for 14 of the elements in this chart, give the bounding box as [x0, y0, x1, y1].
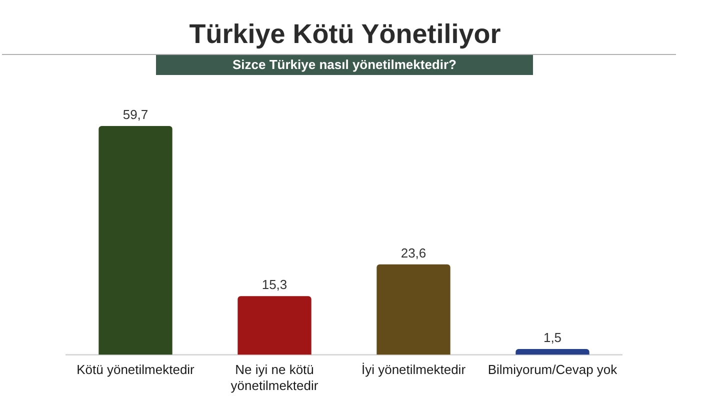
bar [238, 296, 312, 355]
chart-title: Türkiye Kötü Yönetiliyor [188, 18, 502, 50]
data-label: 59,7 [122, 107, 148, 122]
data-label: 1,5 [543, 330, 562, 346]
x-tick-label: İyi yönetilmektedir [361, 362, 466, 378]
bar [98, 126, 172, 355]
x-tick-label: Ne iyi ne kötü yönetilmektedir [230, 362, 319, 393]
chart-subtitle: Sizce Türkiye nasıl yönetilmektedir? [156, 55, 533, 75]
x-tick-label: Bilmiyorum/Cevap yok [488, 362, 618, 378]
bar [516, 349, 590, 355]
data-label: 23,6 [400, 245, 426, 260]
data-label: 15,3 [262, 277, 288, 292]
bar [376, 264, 450, 355]
x-tick-label: Kötü yönetilmektedir [76, 362, 196, 378]
